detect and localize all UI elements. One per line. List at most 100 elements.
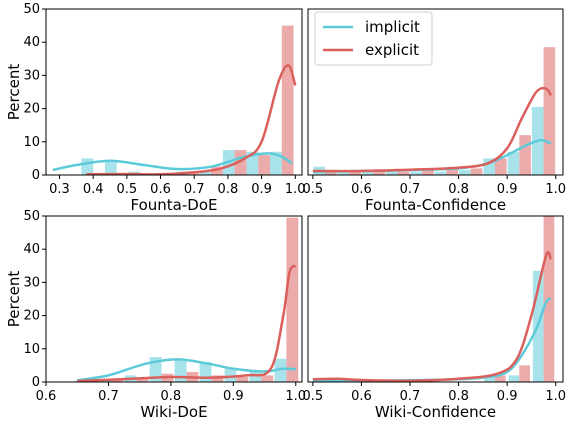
x-tick-label: 0.8 (448, 389, 469, 404)
explicit-kde-line (77, 264, 297, 382)
implicit-bar (199, 362, 212, 382)
x-tick-label: 0.4 (83, 182, 104, 197)
x-tick-label: 0.6 (150, 182, 171, 197)
panel-2: 0.5 0.6 0.7 0.8 0.9 1.0 Founta-Confidence (303, 8, 566, 214)
implicit-kde-line (312, 297, 552, 382)
explicit-bar (397, 171, 410, 175)
x-tick-label: 0.9 (223, 389, 244, 404)
explicit-bar (281, 25, 294, 175)
implicit-bar (337, 171, 350, 175)
x-tick-label: 0.5 (116, 182, 137, 197)
plot-area (312, 216, 555, 382)
x-axis-label: Founta-DoE (131, 196, 218, 214)
implicit-bar (246, 151, 259, 175)
explicit-bar (325, 171, 337, 175)
implicit-bar (483, 158, 495, 175)
y-tick-label: 40 (23, 35, 40, 50)
implicit-bar (508, 375, 520, 382)
panels: 0.3 0.4 0.5 0.6 0.7 0.8 0.9 1.0 0 10 20 30 40 50 Fount… (5, 2, 566, 421)
x-axis-label: Wiki-Confidence (375, 403, 496, 421)
x-tick-label: 0.5 (303, 182, 324, 197)
x-axis-label: Founta-Confidence (365, 196, 506, 214)
implicit-bar (174, 358, 187, 382)
panel-4: 0.5 0.6 0.7 0.8 0.9 1.0 Wiki-Confidence (303, 215, 566, 421)
implicit-kde-line (52, 152, 293, 172)
explicit-bar (519, 365, 530, 382)
plot-area (312, 47, 556, 175)
y-tick-label: 30 (23, 68, 40, 83)
implicit-bar (199, 171, 212, 175)
legend-box (314, 11, 433, 66)
explicit-bar (422, 170, 434, 175)
explicit-bar (286, 217, 299, 382)
y-tick-label: 10 (23, 135, 40, 150)
implicit-bar (149, 357, 162, 382)
explicit-bar (495, 158, 507, 175)
x-tick-label: 0.7 (400, 389, 421, 404)
implicit-bar (459, 170, 471, 175)
y-tick-label: 50 (23, 209, 40, 224)
explicit-bar (349, 171, 361, 175)
explicit-bar (470, 168, 483, 175)
y-tick-label: 20 (23, 309, 40, 324)
x-tick-label: 0.9 (497, 389, 518, 404)
explicit-bar (495, 375, 506, 382)
explicit-kde-line (312, 251, 553, 382)
x-tick-label: 0.7 (184, 182, 205, 197)
x-tick-label: 1.0 (545, 389, 566, 404)
x-tick-label: 0.8 (218, 182, 239, 197)
panel-frame (45, 215, 303, 383)
panel-frame (307, 215, 564, 383)
explicit-bar (187, 173, 200, 175)
y-tick-label: 50 (23, 2, 40, 17)
x-axis-label: Wiki-DoE (140, 403, 207, 421)
implicit-bar (434, 171, 447, 175)
implicit-bar (410, 171, 423, 175)
explicit-bar (236, 377, 249, 382)
explicit-kde-line (312, 86, 552, 173)
x-tick-label: 0.5 (303, 389, 324, 404)
implicit-bar (361, 171, 374, 175)
x-tick-label: 1.0 (545, 182, 566, 197)
x-tick-label: 0.9 (497, 182, 518, 197)
y-axis-label: Percent (5, 271, 23, 328)
x-tick-label: 1.0 (285, 389, 306, 404)
explicit-bar (446, 168, 459, 175)
y-tick-label: 10 (23, 342, 40, 357)
x-tick-label: 0.3 (49, 182, 70, 197)
explicit-bar (519, 135, 531, 175)
y-tick-label: 0 (32, 168, 40, 183)
x-tick-label: 0.6 (351, 389, 372, 404)
x-tick-label: 0.8 (448, 182, 469, 197)
explicit-bar (258, 155, 270, 175)
legend: implicit explicit (314, 11, 433, 66)
implicit-bar (81, 158, 94, 175)
panel-frame (45, 8, 303, 176)
explicit-bar (136, 378, 149, 382)
y-tick-label: 40 (23, 242, 40, 257)
implicit-bar (507, 151, 520, 175)
x-tick-label: 1.0 (285, 182, 306, 197)
x-tick-label: 0.6 (36, 389, 57, 404)
implicit-bar (484, 377, 495, 382)
implicit-bar (249, 372, 262, 382)
x-tick-label: 0.9 (251, 182, 272, 197)
explicit-bar (373, 171, 386, 175)
plot-area (74, 217, 299, 382)
implicit-bar (386, 171, 398, 175)
x-tick-label: 0.7 (400, 182, 421, 197)
plot-area (52, 25, 297, 175)
y-axis-label: Percent (5, 64, 23, 121)
legend-explicit-label: explicit (365, 41, 419, 59)
explicit-bar (211, 166, 223, 175)
legend-implicit-label: implicit (365, 18, 420, 36)
x-tick-label: 0.7 (98, 389, 119, 404)
implicit-bar (270, 151, 282, 175)
explicit-kde-line (86, 64, 297, 175)
panel-3: 0.6 0.7 0.8 0.9 1.0 0 10 20 30 40 50 Wiki-DoE Percen… (5, 209, 306, 421)
x-tick-label: 0.8 (161, 389, 182, 404)
panel-frame (307, 8, 564, 176)
y-tick-label: 0 (32, 375, 40, 390)
explicit-bar (234, 150, 247, 175)
